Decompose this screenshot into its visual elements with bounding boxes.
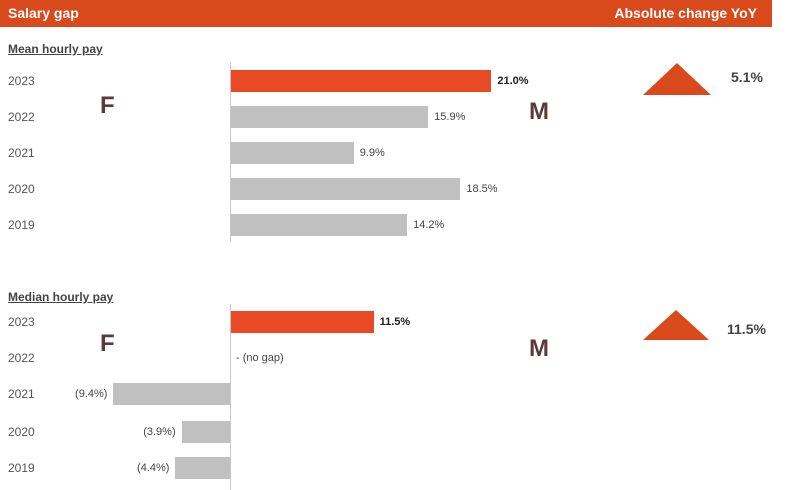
mean-year-label: 2021 bbox=[8, 146, 35, 160]
mean-male-label: M bbox=[529, 98, 549, 125]
median-value-label: 11.5% bbox=[379, 316, 411, 328]
mean-bar bbox=[231, 142, 354, 164]
median-value-label: (4.4%) bbox=[137, 462, 170, 474]
median-female-label: F bbox=[100, 330, 115, 357]
mean-year-label: 2023 bbox=[8, 74, 35, 88]
median-year-label: 2019 bbox=[8, 461, 35, 475]
mean-female-label: F bbox=[100, 92, 115, 119]
median-bar bbox=[181, 421, 230, 443]
mean-year-label: 2022 bbox=[8, 110, 35, 124]
median-year-label: 2021 bbox=[8, 387, 35, 401]
median-value-label: (9.4%) bbox=[75, 388, 108, 400]
median-year-label: 2023 bbox=[8, 315, 35, 329]
mean-bar bbox=[231, 214, 408, 236]
mean-bar bbox=[231, 70, 492, 92]
mean-value-label: 9.9% bbox=[359, 147, 385, 159]
mean-year-label: 2019 bbox=[8, 218, 35, 232]
median-bar bbox=[175, 457, 230, 479]
median-male-label: M bbox=[529, 335, 549, 362]
mean-axis-line bbox=[230, 62, 231, 242]
median-section-title: Median hourly pay bbox=[8, 290, 114, 304]
median-change-up-triangle-icon bbox=[643, 310, 709, 340]
mean-value-label: 18.5% bbox=[466, 183, 498, 195]
header-right-label: Absolute change YoY bbox=[614, 5, 757, 21]
mean-change-value: 5.1% bbox=[731, 69, 763, 85]
mean-section-title: Mean hourly pay bbox=[8, 42, 103, 56]
mean-bar bbox=[231, 106, 429, 128]
median-bar bbox=[231, 311, 374, 333]
mean-bar bbox=[231, 178, 461, 200]
mean-value-label: 21.0% bbox=[497, 75, 529, 87]
mean-year-label: 2020 bbox=[8, 182, 35, 196]
median-year-label: 2022 bbox=[8, 351, 35, 365]
median-axis-line bbox=[230, 304, 231, 490]
mean-value-label: 15.9% bbox=[434, 111, 466, 123]
header-bar: Salary gap Absolute change YoY bbox=[0, 0, 772, 27]
median-change-value: 11.5% bbox=[727, 321, 766, 337]
mean-value-label: 14.2% bbox=[413, 219, 445, 231]
median-year-label: 2020 bbox=[8, 425, 35, 439]
median-value-label: - (no gap) bbox=[236, 352, 284, 364]
median-value-label: (3.9%) bbox=[143, 426, 176, 438]
mean-change-up-triangle-icon bbox=[643, 63, 711, 95]
median-bar bbox=[113, 383, 230, 405]
header-title: Salary gap bbox=[8, 5, 79, 21]
